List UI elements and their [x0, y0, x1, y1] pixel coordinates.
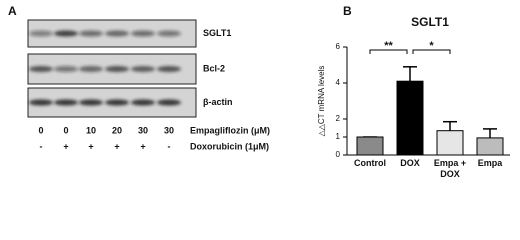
- blot-band: [54, 99, 78, 106]
- x-tick-label: Empa + DOX: [433, 158, 467, 179]
- blot-label: Bcl-2: [203, 63, 225, 73]
- figure-canvas: A B SGLT1 △△CT mRNA levels SGLT1 Bcl-2 β-a…: [8, 4, 510, 159]
- blot-band: [157, 30, 181, 37]
- significance-label: **: [384, 40, 393, 52]
- blot-band: [79, 99, 103, 106]
- panel-letter: A: [8, 4, 17, 18]
- lane-label: +: [140, 141, 145, 151]
- x-tick-label: Control: [354, 158, 386, 168]
- significance-bracket: [369, 49, 408, 54]
- blot-band: [131, 99, 155, 106]
- blot-band: [54, 66, 78, 72]
- chart-title: SGLT1: [411, 15, 449, 29]
- blot-label: β-actin: [203, 97, 233, 107]
- lane-label: -: [40, 141, 43, 151]
- lane-label: 0: [38, 125, 43, 135]
- treatment-label: Doxorubicin (1μM): [190, 141, 269, 151]
- lane-label: 20: [112, 125, 122, 135]
- y-tick-label: 4: [336, 78, 341, 87]
- lane-label: 30: [138, 125, 148, 135]
- x-tick-label: DOX: [400, 158, 420, 168]
- panel-letter: B: [343, 4, 352, 18]
- figure: A B SGLT1 △△CT mRNA levels SGLT1 Bcl-2 β-a…: [8, 4, 510, 179]
- lane-label: +: [88, 141, 93, 151]
- lane-label: +: [63, 141, 68, 151]
- lane-label: -: [168, 141, 171, 151]
- y-tick-label: 1: [336, 132, 341, 141]
- blot-band: [105, 30, 129, 37]
- blot-label: SGLT1: [203, 28, 231, 38]
- bar: [396, 80, 424, 156]
- significance-label: *: [429, 40, 434, 52]
- lane-label: 0: [63, 125, 68, 135]
- blot-band: [131, 30, 155, 37]
- blot-band: [29, 30, 53, 37]
- blot-band: [79, 30, 103, 37]
- lane-label: +: [114, 141, 119, 151]
- lane-label: 30: [164, 125, 174, 135]
- blot-band: [54, 30, 78, 37]
- bar: [476, 137, 504, 156]
- x-tick-label: Empa: [477, 158, 503, 168]
- significance-bracket: [412, 49, 451, 54]
- y-tick-label: 6: [336, 42, 341, 51]
- blot-band: [157, 66, 181, 72]
- blot-band: [29, 66, 53, 72]
- blot-band: [29, 99, 53, 106]
- blot-band: [105, 99, 129, 106]
- bar: [356, 136, 384, 156]
- y-axis-label: △△CT mRNA levels: [317, 66, 326, 137]
- blot-band: [131, 66, 155, 72]
- y-tick-label: 0: [336, 150, 341, 159]
- lane-label: 10: [86, 125, 96, 135]
- y-tick-label: 2: [336, 114, 341, 123]
- blot-band: [105, 66, 129, 72]
- treatment-label: Empagliflozin (μM): [190, 125, 270, 135]
- bar: [436, 130, 464, 156]
- blot-band: [79, 66, 103, 72]
- blot-band: [157, 99, 181, 106]
